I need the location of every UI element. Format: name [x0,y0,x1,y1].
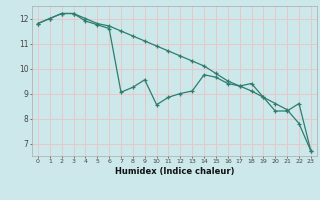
X-axis label: Humidex (Indice chaleur): Humidex (Indice chaleur) [115,167,234,176]
